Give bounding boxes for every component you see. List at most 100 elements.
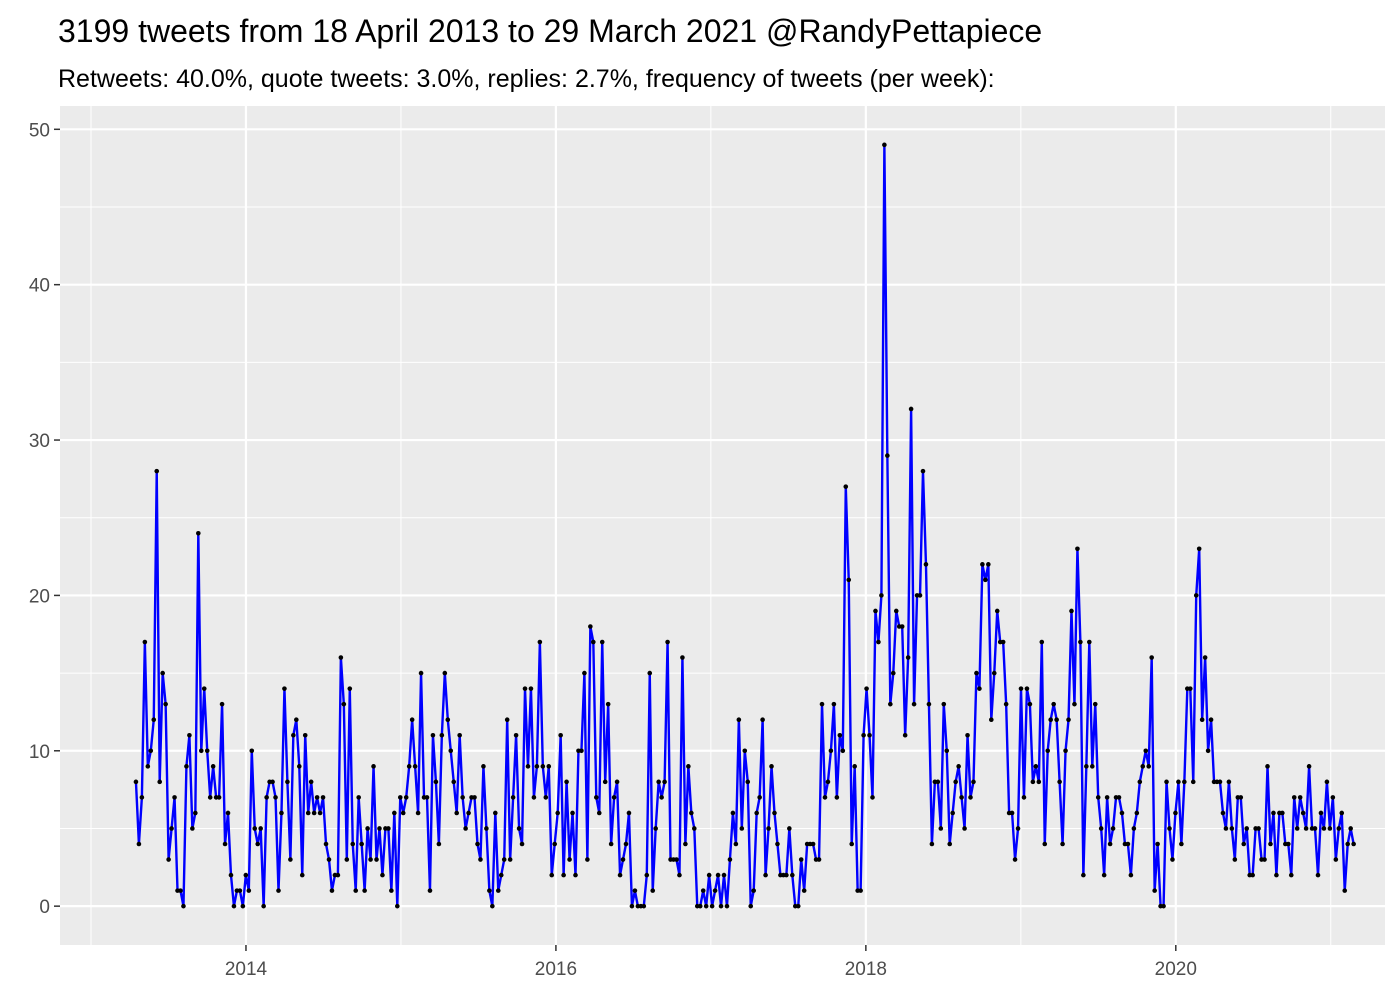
data-point — [561, 872, 566, 878]
data-point — [608, 841, 614, 847]
data-point — [1134, 810, 1140, 816]
data-point — [1009, 810, 1015, 816]
data-point — [558, 732, 563, 738]
data-point — [207, 795, 213, 800]
data-point — [890, 670, 896, 676]
data-point — [784, 872, 789, 878]
data-point — [178, 888, 183, 893]
data-point — [991, 670, 997, 676]
data-point — [591, 639, 596, 645]
data-point — [1268, 841, 1273, 847]
data-point — [602, 779, 608, 785]
data-point — [513, 732, 519, 738]
data-point — [1312, 826, 1318, 831]
data-point — [1131, 826, 1137, 831]
data-point — [641, 903, 647, 909]
data-point — [573, 872, 578, 878]
data-point — [994, 608, 1000, 614]
data-point — [703, 903, 709, 909]
data-point — [472, 795, 477, 800]
data-point — [463, 826, 468, 831]
data-point — [204, 748, 210, 754]
data-point — [599, 639, 605, 645]
data-point — [837, 732, 843, 738]
data-point — [439, 732, 445, 738]
data-point — [1098, 826, 1104, 831]
data-point — [959, 795, 964, 800]
data-point — [317, 810, 323, 816]
data-point — [1223, 826, 1229, 831]
data-point — [1084, 764, 1089, 769]
data-point — [299, 872, 305, 878]
data-point — [415, 810, 421, 816]
data-point — [956, 764, 961, 769]
data-point — [751, 888, 756, 893]
data-point — [1095, 795, 1101, 800]
data-point — [1021, 795, 1027, 800]
data-point — [644, 872, 650, 878]
x-tick-label: 2018 — [845, 959, 887, 980]
data-point — [980, 562, 985, 567]
data-point — [294, 717, 299, 723]
data-point — [656, 779, 661, 785]
data-point — [1321, 826, 1327, 831]
data-point — [362, 888, 367, 893]
data-point — [1018, 686, 1024, 691]
data-point — [593, 795, 599, 800]
data-point — [1104, 795, 1110, 800]
data-point — [261, 903, 266, 909]
data-point — [374, 857, 379, 862]
data-point — [1146, 764, 1152, 769]
data-point — [1039, 639, 1045, 645]
data-point — [525, 764, 531, 769]
data-point — [412, 764, 418, 769]
data-point — [237, 888, 243, 893]
data-point — [193, 810, 198, 816]
data-point — [1288, 872, 1294, 878]
data-point — [873, 608, 878, 614]
data-point — [481, 764, 486, 769]
data-point — [445, 717, 451, 723]
data-point — [190, 826, 195, 831]
data-point — [1265, 764, 1270, 769]
data-point — [341, 701, 347, 707]
data-point — [626, 810, 632, 816]
data-point — [1217, 779, 1223, 785]
data-point — [1348, 826, 1353, 831]
data-point — [1205, 748, 1211, 754]
data-point — [258, 826, 263, 831]
data-point — [296, 764, 302, 769]
data-point — [579, 748, 584, 754]
data-point — [139, 795, 145, 800]
data-point — [484, 826, 489, 831]
data-point — [772, 810, 777, 816]
data-point — [825, 779, 831, 785]
data-point — [519, 841, 525, 847]
data-point — [1238, 795, 1244, 800]
data-point — [1182, 779, 1187, 785]
data-point — [739, 826, 745, 831]
data-point — [831, 701, 837, 707]
data-points — [133, 142, 1356, 909]
data-point — [1256, 826, 1261, 831]
axis-ticks — [54, 128, 1177, 951]
data-point — [163, 701, 168, 707]
data-point — [1081, 872, 1086, 878]
data-point — [1336, 826, 1342, 831]
data-point — [908, 406, 914, 412]
data-point — [867, 732, 872, 738]
chart-subtitle: Retweets: 40.0%, quote tweets: 3.0%, rep… — [58, 65, 995, 93]
data-point — [329, 888, 335, 893]
data-point — [692, 826, 697, 831]
data-point — [326, 857, 332, 862]
data-point — [632, 888, 638, 893]
data-point — [1036, 779, 1042, 785]
data-point — [724, 903, 730, 909]
data-point — [418, 670, 424, 676]
data-point — [133, 779, 139, 785]
data-point — [1208, 717, 1214, 723]
data-point — [457, 732, 462, 738]
data-point — [273, 795, 278, 800]
data-point — [709, 903, 715, 909]
